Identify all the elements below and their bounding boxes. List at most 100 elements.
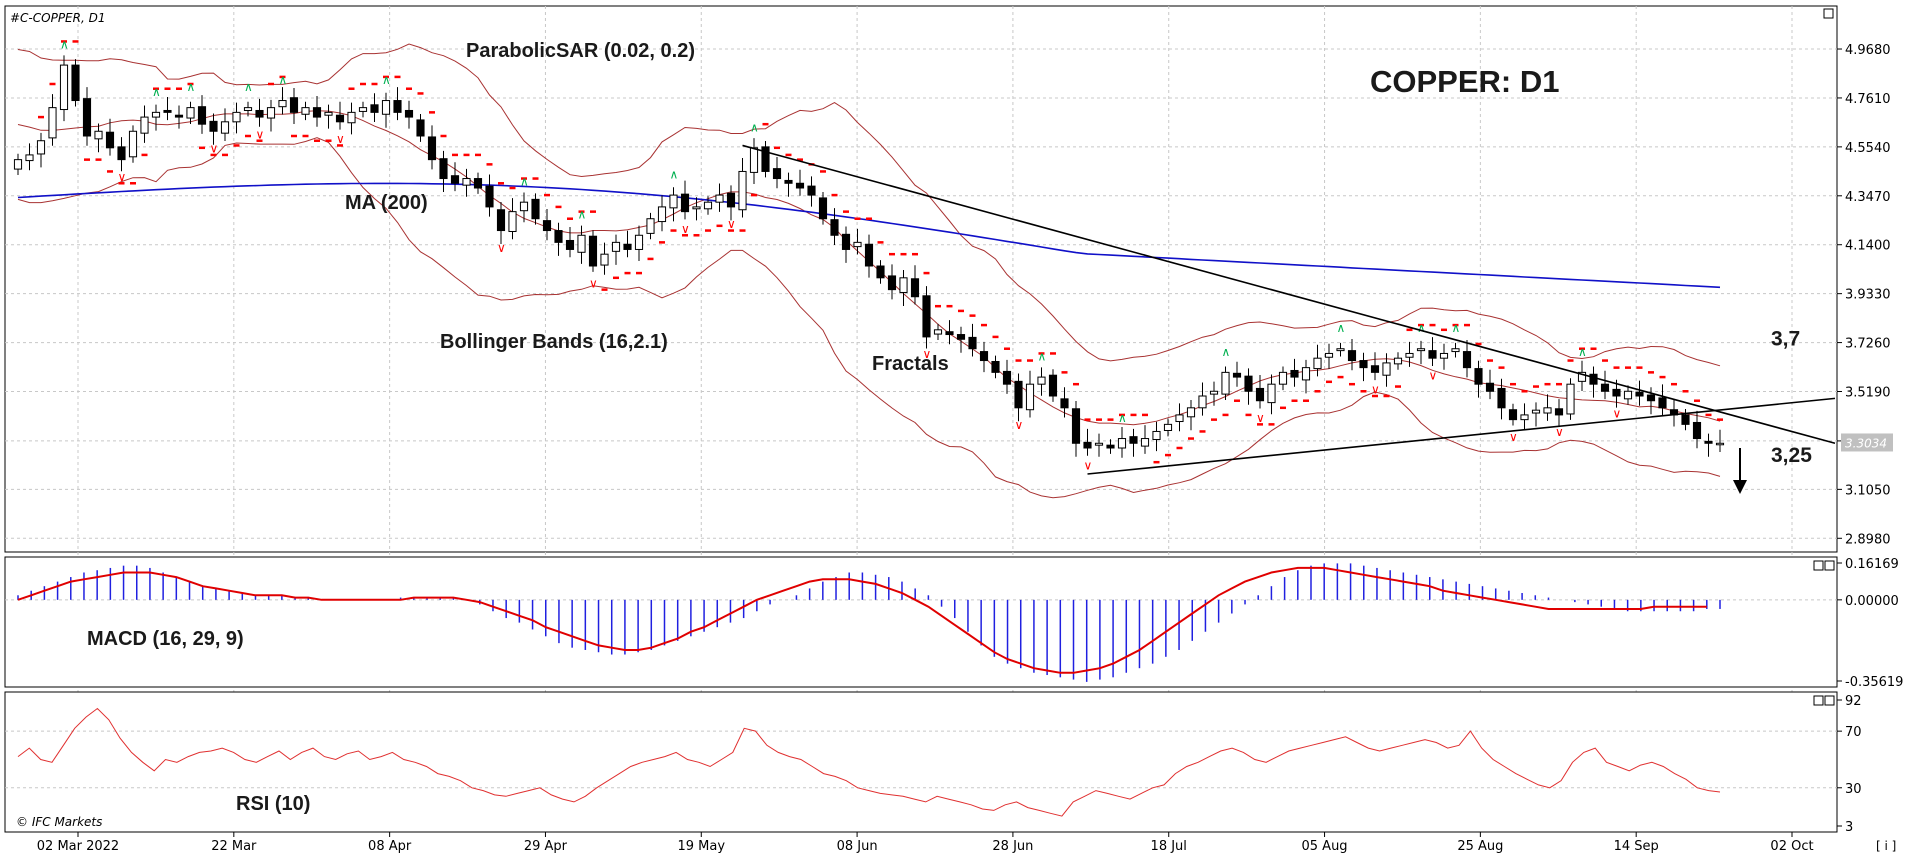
candle-body (324, 111, 333, 116)
candle-body (163, 109, 172, 113)
candle-body (1071, 408, 1081, 444)
candle-body (841, 233, 851, 250)
fractal-markers: ∧ ∨ ∧ ∧ ∨ ∧ ∨ ∧ ∨ ∧ ∨ ∧ ∧ ∨ ∧ ∨ ∨ ∧ ∨ ∨ ∧ ∨ ∧ ∧ ∨ ∧ ∨ ∧ ∨ ∧ ∨ ∨ ∧ ∨ (60, 38, 1621, 473)
rsi-minimize-icon[interactable] (1813, 695, 1824, 706)
x-tick-label: 22 Mar (211, 839, 257, 854)
macd-close-icon[interactable] (1824, 560, 1835, 571)
candle-body (945, 331, 954, 336)
candle-body (542, 220, 552, 232)
candle-body (1439, 352, 1449, 359)
candle-body (1232, 372, 1242, 378)
candle-body (1002, 370, 1012, 385)
candle-body (1370, 365, 1380, 373)
x-tick-label: 18 Jul (1151, 839, 1187, 854)
rsi-line (17, 707, 1721, 817)
candle-body (393, 100, 402, 113)
candle-body (991, 360, 1000, 373)
bollinger-lower (17, 137, 1721, 499)
rsi-y-ticks: 92 70 30 3 (1837, 694, 1862, 835)
macd-panel: 0.16169 0.00000 -0.35619 MACD (16, 29, 9) (4, 556, 1903, 690)
corner-marker[interactable]: [ i ] (1876, 839, 1896, 853)
down-arrow-icon (1733, 448, 1747, 494)
candle-body (1566, 383, 1575, 415)
candle-body (1267, 383, 1276, 404)
fractal-up: ∧ (578, 208, 587, 222)
candle-body (1048, 374, 1058, 397)
candle-body (1175, 414, 1184, 423)
candle-body (1405, 352, 1414, 358)
y-tick-label: 3.9330 (1845, 288, 1891, 303)
candle-body (1658, 397, 1667, 409)
fractal-down: ∨ (1429, 368, 1438, 382)
candle-body (1577, 371, 1587, 382)
rsi-tick-label: 3 (1845, 820, 1853, 835)
x-tick-label: 19 May (677, 839, 725, 854)
candle-body (496, 209, 506, 232)
x-tick-label: 28 Jun (992, 839, 1033, 854)
candle-body (1037, 376, 1046, 385)
rsi-panel-frame (4, 691, 1838, 833)
x-tick-label: 29 Apr (524, 839, 568, 854)
candle-body (381, 100, 391, 115)
macd-minimize-icon[interactable] (1813, 560, 1824, 571)
fractal-up: ∧ (1417, 321, 1426, 335)
x-tick-label: 25 Aug (1457, 839, 1503, 854)
candle-body (1508, 409, 1518, 421)
macd-y-ticks: 0.16169 0.00000 -0.35619 (5, 557, 1903, 690)
y-tick-label: 3.5190 (1845, 386, 1891, 401)
candle-body (485, 185, 494, 208)
candle-body (36, 140, 46, 155)
fractal-down: ∨ (497, 241, 506, 255)
rsi-close-icon[interactable] (1824, 695, 1835, 706)
candle-body (1025, 383, 1035, 411)
fractal-down: ∨ (1256, 411, 1265, 425)
candle-body (761, 146, 770, 172)
annotation-bollinger: Bollinger Bands (16,2.1) (440, 331, 668, 353)
candle-body (1301, 367, 1311, 381)
bollinger-upper (17, 43, 1721, 367)
price-panel: 4.9680 4.7610 4.5540 4.3470 4.1400 3.9330 3.72… (4, 5, 1893, 832)
candle-body (1255, 387, 1265, 402)
candle-body (531, 198, 540, 220)
panel-maximize-icon[interactable] (1823, 8, 1834, 19)
rsi-tick-label: 30 (1845, 782, 1862, 797)
price-panel-frame (4, 5, 1838, 553)
candle-body (439, 158, 448, 180)
level-high-label: 3,7 (1771, 327, 1800, 350)
candle-body (347, 111, 356, 124)
candle-body (565, 239, 575, 250)
ma200-line (17, 182, 1721, 289)
candle-body (1474, 368, 1483, 385)
candle-body (1347, 350, 1357, 362)
ascending-trendline (1087, 397, 1836, 475)
candle-body (922, 295, 931, 338)
fractal-up: ∧ (279, 73, 288, 87)
candle-body (738, 170, 747, 211)
y-tick-label: 4.7610 (1845, 92, 1891, 107)
candle-body (117, 146, 126, 161)
rsi-path (17, 707, 1721, 817)
candle-body (1416, 348, 1426, 352)
main-title: COPPER: D1 (1370, 64, 1559, 99)
candle-body (1531, 409, 1541, 414)
annotation-ma: MA (200) (345, 192, 428, 214)
fractal-up: ∧ (1337, 321, 1346, 335)
rsi-tick-label: 92 (1845, 694, 1862, 709)
fractal-down: ∨ (589, 276, 598, 290)
fractal-up: ∧ (1452, 321, 1461, 335)
y-tick-label: 2.8980 (1845, 532, 1891, 547)
candle-body (1382, 362, 1391, 376)
candle-body (1554, 408, 1564, 416)
candle-body (979, 351, 989, 362)
candle-body (335, 114, 345, 123)
last-price-tag: 3.3034 (1841, 433, 1893, 452)
macd-tick-label: 0.16169 (1845, 557, 1899, 572)
candle-body (1692, 421, 1702, 440)
candle-body (1646, 394, 1656, 402)
candle-body (1485, 382, 1495, 392)
candle-body (577, 234, 586, 253)
candle-body (1497, 387, 1506, 409)
candle-body (289, 97, 299, 113)
x-tick-label: 02 Oct (1770, 839, 1813, 854)
